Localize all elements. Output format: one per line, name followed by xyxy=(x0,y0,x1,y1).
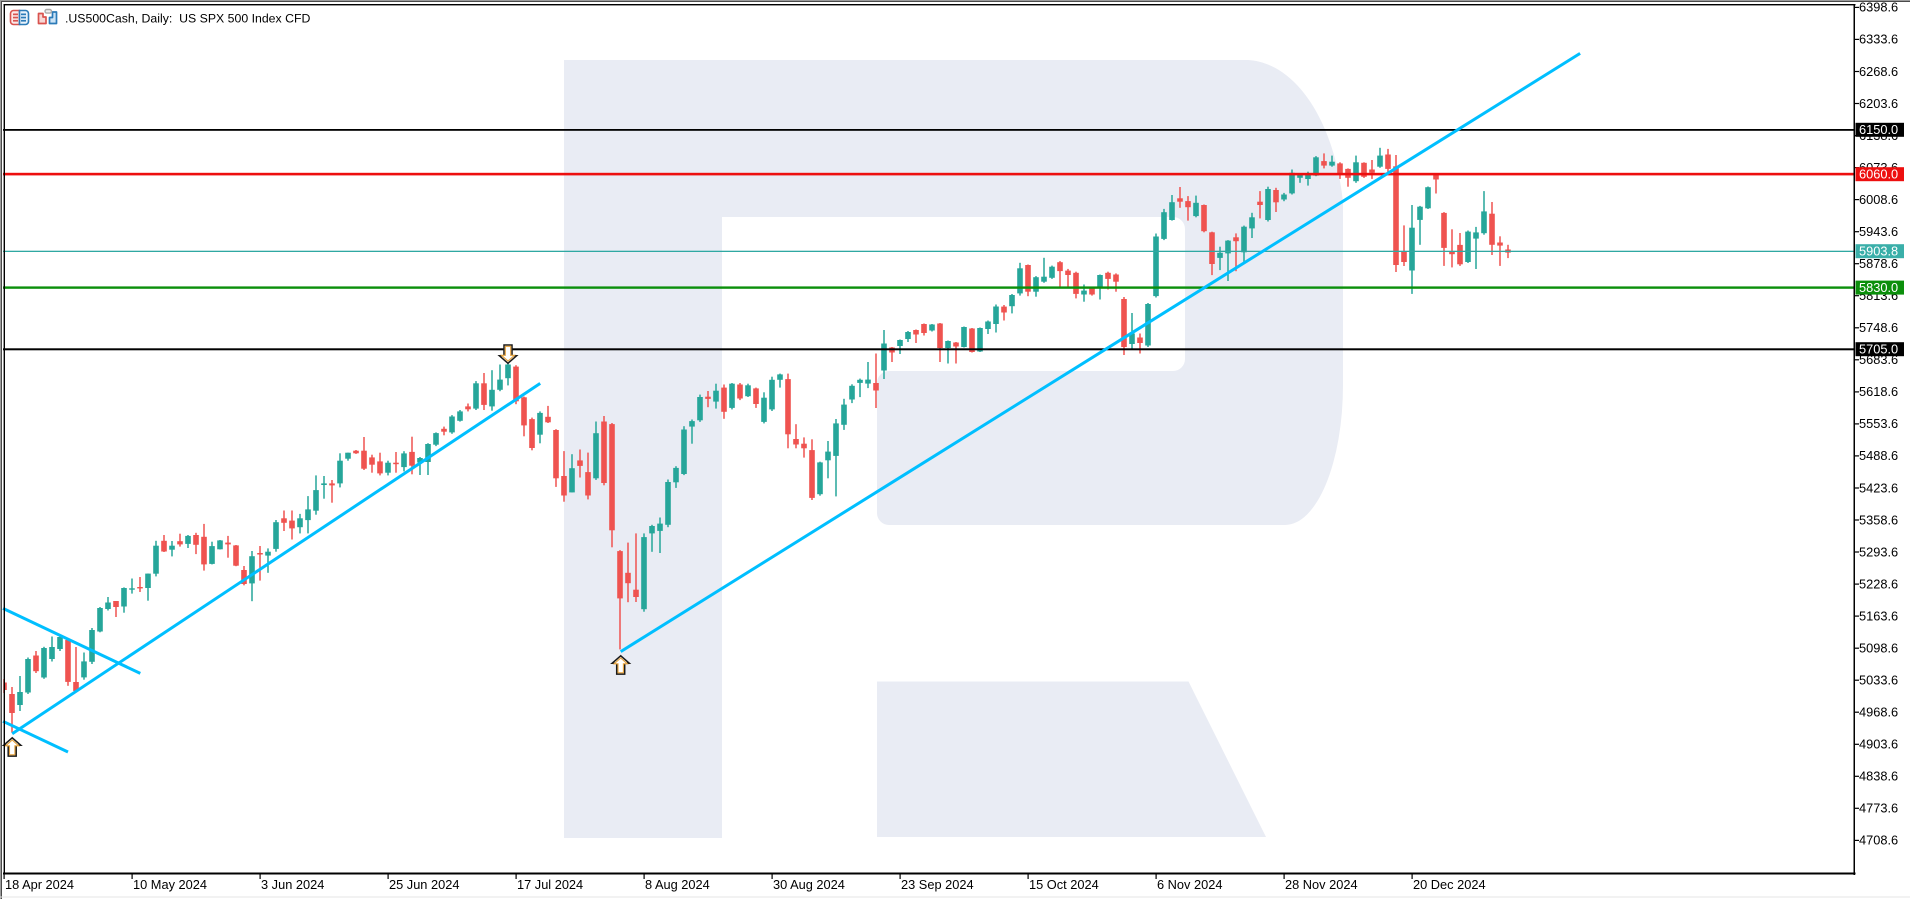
svg-text:5098.6: 5098.6 xyxy=(1859,641,1898,656)
svg-text:5618.6: 5618.6 xyxy=(1859,384,1898,399)
svg-text:25 Jun 2024: 25 Jun 2024 xyxy=(389,877,459,892)
svg-text:6398.6: 6398.6 xyxy=(1859,0,1898,15)
svg-text:5228.6: 5228.6 xyxy=(1859,576,1898,591)
svg-text:5903.8: 5903.8 xyxy=(1859,243,1898,258)
svg-text:8 Aug 2024: 8 Aug 2024 xyxy=(645,877,710,892)
svg-text:6268.6: 6268.6 xyxy=(1859,64,1898,79)
svg-text:10 May 2024: 10 May 2024 xyxy=(133,877,207,892)
svg-text:20 Dec 2024: 20 Dec 2024 xyxy=(1413,877,1486,892)
svg-text:18 Apr 2024: 18 Apr 2024 xyxy=(5,877,74,892)
svg-text:6203.6: 6203.6 xyxy=(1859,96,1898,111)
svg-text:5423.6: 5423.6 xyxy=(1859,480,1898,495)
svg-text:6150.0: 6150.0 xyxy=(1859,122,1898,137)
svg-text:6008.6: 6008.6 xyxy=(1859,192,1898,207)
svg-text:4838.6: 4838.6 xyxy=(1859,769,1898,784)
svg-text:5748.6: 5748.6 xyxy=(1859,320,1898,335)
svg-text:5163.6: 5163.6 xyxy=(1859,608,1898,623)
svg-text:23 Sep 2024: 23 Sep 2024 xyxy=(901,877,974,892)
svg-text:4968.6: 4968.6 xyxy=(1859,705,1898,720)
svg-text:6333.6: 6333.6 xyxy=(1859,32,1898,47)
svg-text:5830.0: 5830.0 xyxy=(1859,280,1898,295)
svg-text:6060.0: 6060.0 xyxy=(1859,166,1898,181)
svg-text:5488.6: 5488.6 xyxy=(1859,448,1898,463)
svg-text:4903.6: 4903.6 xyxy=(1859,737,1898,752)
svg-text:28 Nov 2024: 28 Nov 2024 xyxy=(1285,877,1358,892)
svg-text:5293.6: 5293.6 xyxy=(1859,544,1898,559)
svg-text:5358.6: 5358.6 xyxy=(1859,512,1898,527)
svg-text:5878.6: 5878.6 xyxy=(1859,256,1898,271)
svg-text:5553.6: 5553.6 xyxy=(1859,416,1898,431)
svg-text:4773.6: 4773.6 xyxy=(1859,801,1898,816)
svg-text:5033.6: 5033.6 xyxy=(1859,673,1898,688)
svg-text:17 Jul 2024: 17 Jul 2024 xyxy=(517,877,583,892)
svg-text:30 Aug 2024: 30 Aug 2024 xyxy=(773,877,845,892)
svg-text:4708.6: 4708.6 xyxy=(1859,833,1898,848)
svg-text:5943.6: 5943.6 xyxy=(1859,224,1898,239)
svg-text:5705.0: 5705.0 xyxy=(1859,341,1898,356)
svg-text:.US500Cash, Daily: US SPX 500: .US500Cash, Daily: US SPX 500 Index CFD xyxy=(65,12,310,26)
svg-text:6 Nov 2024: 6 Nov 2024 xyxy=(1157,877,1222,892)
svg-text:3 Jun 2024: 3 Jun 2024 xyxy=(261,877,324,892)
svg-text:15 Oct 2024: 15 Oct 2024 xyxy=(1029,877,1099,892)
